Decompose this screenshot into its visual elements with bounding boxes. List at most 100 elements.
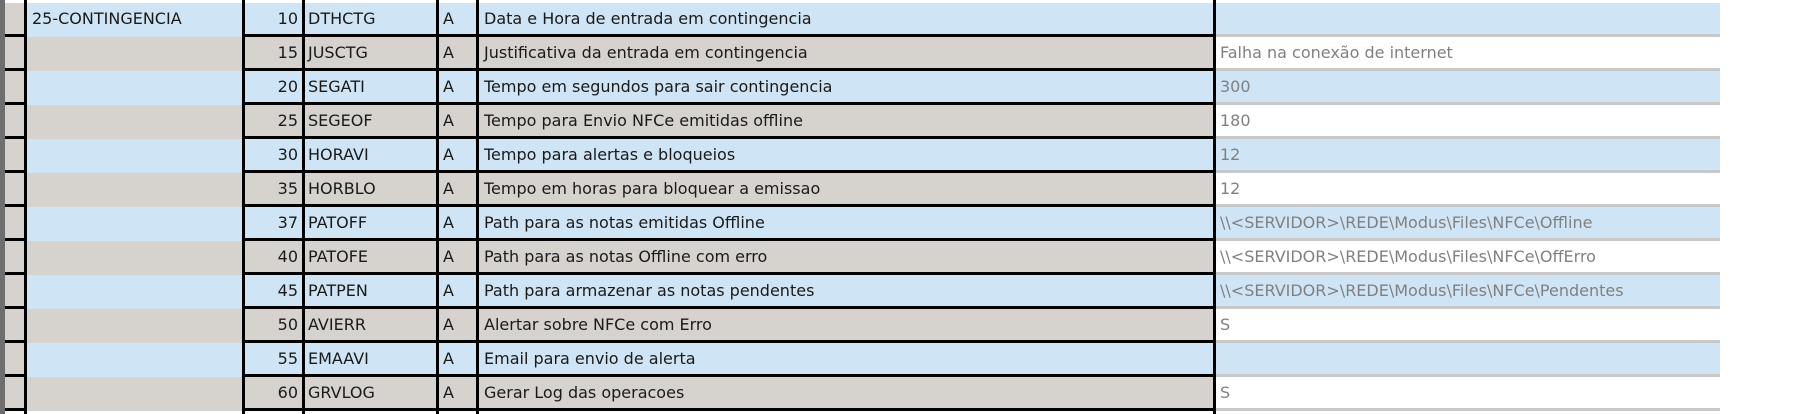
value-cell[interactable]: Falha na conexão de internet xyxy=(1216,37,1720,71)
row-selector[interactable] xyxy=(5,139,24,173)
type-cell: A xyxy=(438,139,476,173)
row-selector[interactable] xyxy=(5,173,24,207)
value-cell[interactable]: \\<SERVIDOR>\REDE\Modus\Files\NFCe\OffEr… xyxy=(1216,241,1720,275)
table-row[interactable]: 25-CONTINGENCIA 10 DTHCTG A Data e Hora de e… xyxy=(0,3,1720,37)
type-cell: A xyxy=(438,309,476,343)
table-row[interactable]: 37 PATOFF A Path para as notas emitidas Off… xyxy=(0,207,1720,241)
type-cell: A xyxy=(438,37,476,71)
value-cell[interactable]: 300 xyxy=(1216,71,1720,105)
sequence-cell: 15 xyxy=(244,37,302,71)
type-cell: A xyxy=(438,241,476,275)
code-cell: PATPEN xyxy=(304,275,436,309)
value-cell[interactable]: 12 xyxy=(1216,173,1720,207)
table-row[interactable]: 50 AVIERR A Alertar sobre NFCe com Erro S xyxy=(0,309,1720,343)
row-selector[interactable] xyxy=(5,105,24,139)
column-divider[interactable] xyxy=(476,0,479,414)
description-cell: Path para armazenar as notas pendentes xyxy=(479,275,1213,309)
group-cell xyxy=(26,275,242,309)
description-cell: Tempo para Envio NFCe emitidas offline xyxy=(479,105,1213,139)
group-cell xyxy=(26,207,242,241)
type-cell: A xyxy=(438,71,476,105)
code-cell: JUSCTG xyxy=(304,37,436,71)
type-cell: A xyxy=(438,3,476,37)
sequence-cell: 50 xyxy=(244,309,302,343)
table-row[interactable]: 30 HORAVI A Tempo para alertas e bloqueios 1… xyxy=(0,139,1720,173)
type-cell: A xyxy=(438,343,476,377)
parameters-grid: 25-CONTINGENCIA 10 DTHCTG A Data e Hora de e… xyxy=(0,3,1720,411)
code-cell: SEGEOF xyxy=(304,105,436,139)
group-cell: 25-CONTINGENCIA xyxy=(26,3,242,37)
group-cell xyxy=(26,105,242,139)
column-divider[interactable] xyxy=(242,0,245,414)
group-cell xyxy=(26,139,242,173)
description-cell: Tempo para alertas e bloqueios xyxy=(479,139,1213,173)
value-cell[interactable]: \\<SERVIDOR>\REDE\Modus\Files\NFCe\Pende… xyxy=(1216,275,1720,309)
row-selector[interactable] xyxy=(5,71,24,105)
sequence-cell: 40 xyxy=(244,241,302,275)
value-cell[interactable]: 12 xyxy=(1216,139,1720,173)
code-cell: EMAAVI xyxy=(304,343,436,377)
value-cell[interactable]: S xyxy=(1216,377,1720,411)
sequence-cell: 60 xyxy=(244,377,302,411)
value-cell[interactable]: S xyxy=(1216,309,1720,343)
code-cell: DTHCTG xyxy=(304,3,436,37)
table-row[interactable]: 15 JUSCTG A Justificativa da entrada em con… xyxy=(0,37,1720,71)
group-cell xyxy=(26,377,242,411)
column-divider[interactable] xyxy=(1213,0,1216,414)
type-cell: A xyxy=(438,275,476,309)
row-selector[interactable] xyxy=(5,377,24,411)
column-divider[interactable] xyxy=(302,0,305,414)
code-cell: GRVLOG xyxy=(304,377,436,411)
table-row[interactable]: 25 SEGEOF A Tempo para Envio NFCe emitidas … xyxy=(0,105,1720,139)
table-row[interactable]: 45 PATPEN A Path para armazenar as notas pe… xyxy=(0,275,1720,309)
group-cell xyxy=(26,37,242,71)
row-selector[interactable] xyxy=(5,309,24,343)
window-edge xyxy=(0,0,5,414)
table-row[interactable]: 55 EMAAVI A Email para envio de alerta xyxy=(0,343,1720,377)
sequence-cell: 25 xyxy=(244,105,302,139)
value-cell[interactable] xyxy=(1216,343,1720,377)
sequence-cell: 55 xyxy=(244,343,302,377)
sequence-cell: 30 xyxy=(244,139,302,173)
table-row[interactable]: 60 GRVLOG A Gerar Log das operacoes S xyxy=(0,377,1720,411)
group-cell xyxy=(26,71,242,105)
row-selector[interactable] xyxy=(5,343,24,377)
description-cell: Justificativa da entrada em contingencia xyxy=(479,37,1213,71)
type-cell: A xyxy=(438,207,476,241)
code-cell: PATOFE xyxy=(304,241,436,275)
table-row[interactable]: 35 HORBLO A Tempo em horas para bloquear a … xyxy=(0,173,1720,207)
code-cell: SEGATI xyxy=(304,71,436,105)
value-cell[interactable]: \\<SERVIDOR>\REDE\Modus\Files\NFCe\Offli… xyxy=(1216,207,1720,241)
type-cell: A xyxy=(438,105,476,139)
code-cell: AVIERR xyxy=(304,309,436,343)
sequence-cell: 35 xyxy=(244,173,302,207)
table-row[interactable]: 20 SEGATI A Tempo em segundos para sair con… xyxy=(0,71,1720,105)
group-cell xyxy=(26,343,242,377)
group-cell xyxy=(26,309,242,343)
code-cell: HORAVI xyxy=(304,139,436,173)
description-cell: Tempo em horas para bloquear a emissao xyxy=(479,173,1213,207)
value-cell[interactable]: 180 xyxy=(1216,105,1720,139)
sequence-cell: 20 xyxy=(244,71,302,105)
description-cell: Alertar sobre NFCe com Erro xyxy=(479,309,1213,343)
row-selector[interactable] xyxy=(5,207,24,241)
column-divider[interactable] xyxy=(436,0,439,414)
sequence-cell: 10 xyxy=(244,3,302,37)
code-cell: HORBLO xyxy=(304,173,436,207)
value-cell[interactable] xyxy=(1216,3,1720,37)
code-cell: PATOFF xyxy=(304,207,436,241)
row-selector[interactable] xyxy=(5,3,24,37)
row-selector[interactable] xyxy=(5,275,24,309)
row-selector[interactable] xyxy=(5,241,24,275)
sequence-cell: 45 xyxy=(244,275,302,309)
description-cell: Path para as notas emitidas Offline xyxy=(479,207,1213,241)
sequence-cell: 37 xyxy=(244,207,302,241)
row-selector[interactable] xyxy=(5,37,24,71)
table-row[interactable]: 40 PATOFE A Path para as notas Offline com … xyxy=(0,241,1720,275)
type-cell: A xyxy=(438,377,476,411)
group-cell xyxy=(26,241,242,275)
description-cell: Tempo em segundos para sair contingencia xyxy=(479,71,1213,105)
group-cell xyxy=(26,173,242,207)
column-divider[interactable] xyxy=(24,0,27,414)
description-cell: Gerar Log das operacoes xyxy=(479,377,1213,411)
